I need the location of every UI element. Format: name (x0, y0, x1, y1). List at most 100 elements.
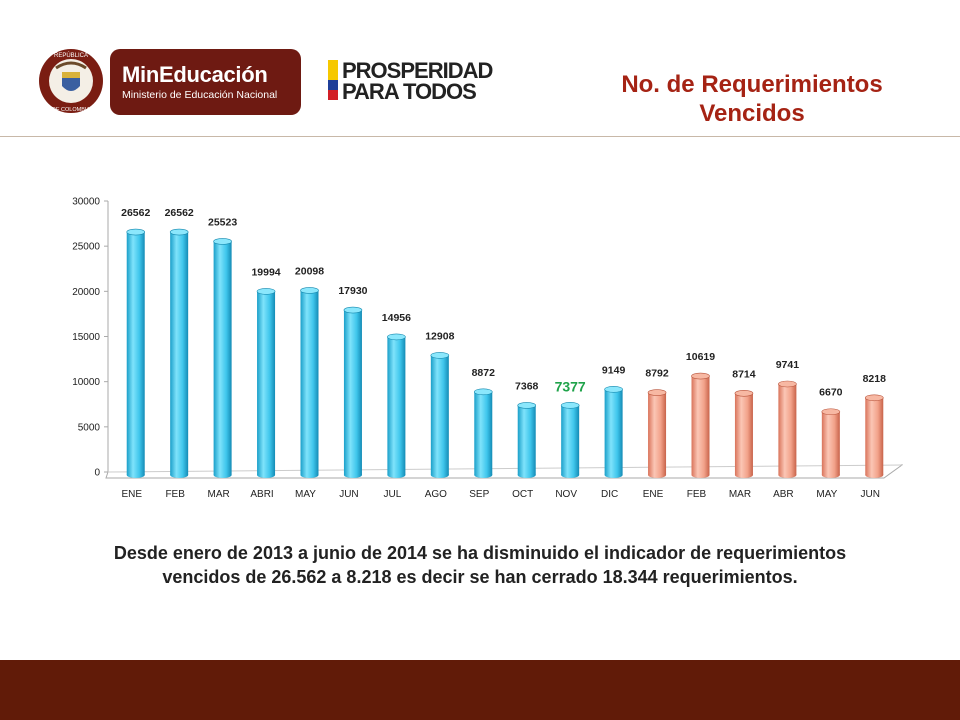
page-title: No. de Requerimientos Vencidos (621, 71, 883, 127)
bar-base (213, 472, 232, 478)
data-label: 17930 (338, 285, 367, 297)
bar-base (170, 472, 189, 478)
bar (778, 380, 797, 478)
bar (256, 288, 276, 478)
bar-top (169, 228, 189, 236)
bar (430, 352, 450, 478)
bar-base (691, 472, 710, 478)
bar-body (213, 241, 232, 475)
bar-top (300, 287, 319, 294)
x-tick-label: MAR (207, 489, 229, 500)
bar-base (561, 472, 580, 478)
bar-base (604, 472, 623, 478)
data-label: 8714 (732, 368, 756, 380)
bar-body (126, 232, 145, 475)
bar-base (474, 472, 493, 478)
y-tick-label: 0 (94, 468, 100, 479)
ministry-logo: MinEducación Ministerio de Educación Nac… (110, 49, 301, 115)
header-divider (0, 136, 960, 137)
bar (647, 389, 667, 478)
data-label: 8792 (645, 368, 669, 380)
bar-base (778, 472, 797, 478)
bar-top (430, 352, 450, 359)
data-label: 10619 (686, 351, 715, 363)
slogan-logo: PROSPERIDAD PARA TODOS (328, 58, 498, 104)
y-tick-label: 10000 (72, 377, 100, 388)
x-tick-label: MAY (295, 489, 316, 500)
bar-base (387, 472, 406, 478)
data-label: 8218 (863, 373, 887, 385)
bar (213, 238, 232, 478)
y-tick-label: 20000 (72, 287, 100, 298)
bar (473, 388, 493, 478)
bar (821, 408, 841, 478)
bar-base (648, 472, 667, 478)
bar-body (604, 389, 623, 475)
data-label: 8872 (472, 367, 496, 379)
data-label: 26562 (165, 207, 194, 219)
bar-base (821, 472, 840, 478)
summary-caption: Desde enero de 2013 a junio de 2014 se h… (113, 543, 847, 587)
bar (560, 402, 580, 478)
bar-base (343, 472, 362, 478)
bar (517, 402, 537, 478)
bar-top (517, 402, 537, 409)
floor-back-edge (107, 464, 903, 473)
x-tick-label: ABR (773, 489, 794, 500)
bar-top (778, 380, 797, 388)
bar-body (648, 392, 667, 475)
data-label: 12908 (425, 330, 454, 342)
x-tick-label: ABRI (250, 489, 273, 500)
bar-body (430, 355, 449, 475)
x-tick-label: DIC (601, 489, 618, 500)
slogan-line-1: PROSPERIDAD (342, 58, 493, 83)
chart-bars (126, 228, 884, 478)
data-label: 26562 (121, 207, 150, 219)
bar-top (864, 394, 884, 402)
bar (300, 287, 319, 478)
bar (604, 386, 623, 478)
y-tick-label: 25000 (72, 242, 100, 253)
bar-top (387, 333, 406, 341)
chart-labels: 26562 ENE 26562 FEB 25523 MAR 19994 ABRI 20098 MA… (121, 207, 886, 500)
data-label: 9149 (602, 364, 626, 376)
bar-body (474, 391, 493, 475)
bar-top (213, 238, 232, 245)
bar-top (473, 388, 493, 396)
y-tick-label: 30000 (72, 197, 100, 208)
bar-top (821, 408, 841, 416)
bar-top (126, 228, 146, 236)
seal-top-text: REPÚBLICA (54, 52, 88, 59)
bar-body (257, 291, 276, 475)
ministry-name: MinEducación (122, 62, 268, 87)
bar (169, 228, 189, 478)
x-tick-label: OCT (512, 489, 533, 500)
bar-base (257, 472, 276, 478)
colombia-seal-icon (39, 49, 103, 113)
bar-base (300, 472, 319, 478)
data-label: 7377 (555, 378, 586, 394)
x-tick-label: MAY (816, 489, 837, 500)
bar-base (126, 472, 145, 478)
bar-body (778, 384, 797, 475)
colombia-flag-icon (328, 60, 338, 100)
data-label: 6670 (819, 387, 843, 399)
ministry-subtitle: Ministerio de Educación Nacional (122, 89, 278, 101)
bar-top (691, 372, 710, 380)
bar-base (734, 472, 753, 478)
data-label: 19994 (251, 266, 280, 278)
header: REPÚBLICA DE COLOMBIA MinEducación Minis… (0, 0, 960, 137)
x-tick-label: ENE (121, 489, 142, 500)
x-tick-label: ENE (643, 489, 664, 500)
bar-top (647, 389, 667, 396)
bar (343, 306, 363, 478)
bar-top (734, 389, 754, 397)
bar-body (561, 405, 580, 475)
data-label: 7368 (515, 380, 539, 392)
bar-body (170, 232, 189, 475)
x-tick-label: JUN (339, 489, 358, 500)
x-tick-label: MAR (729, 489, 751, 500)
bar-base (517, 472, 536, 478)
bar-base (865, 472, 884, 478)
